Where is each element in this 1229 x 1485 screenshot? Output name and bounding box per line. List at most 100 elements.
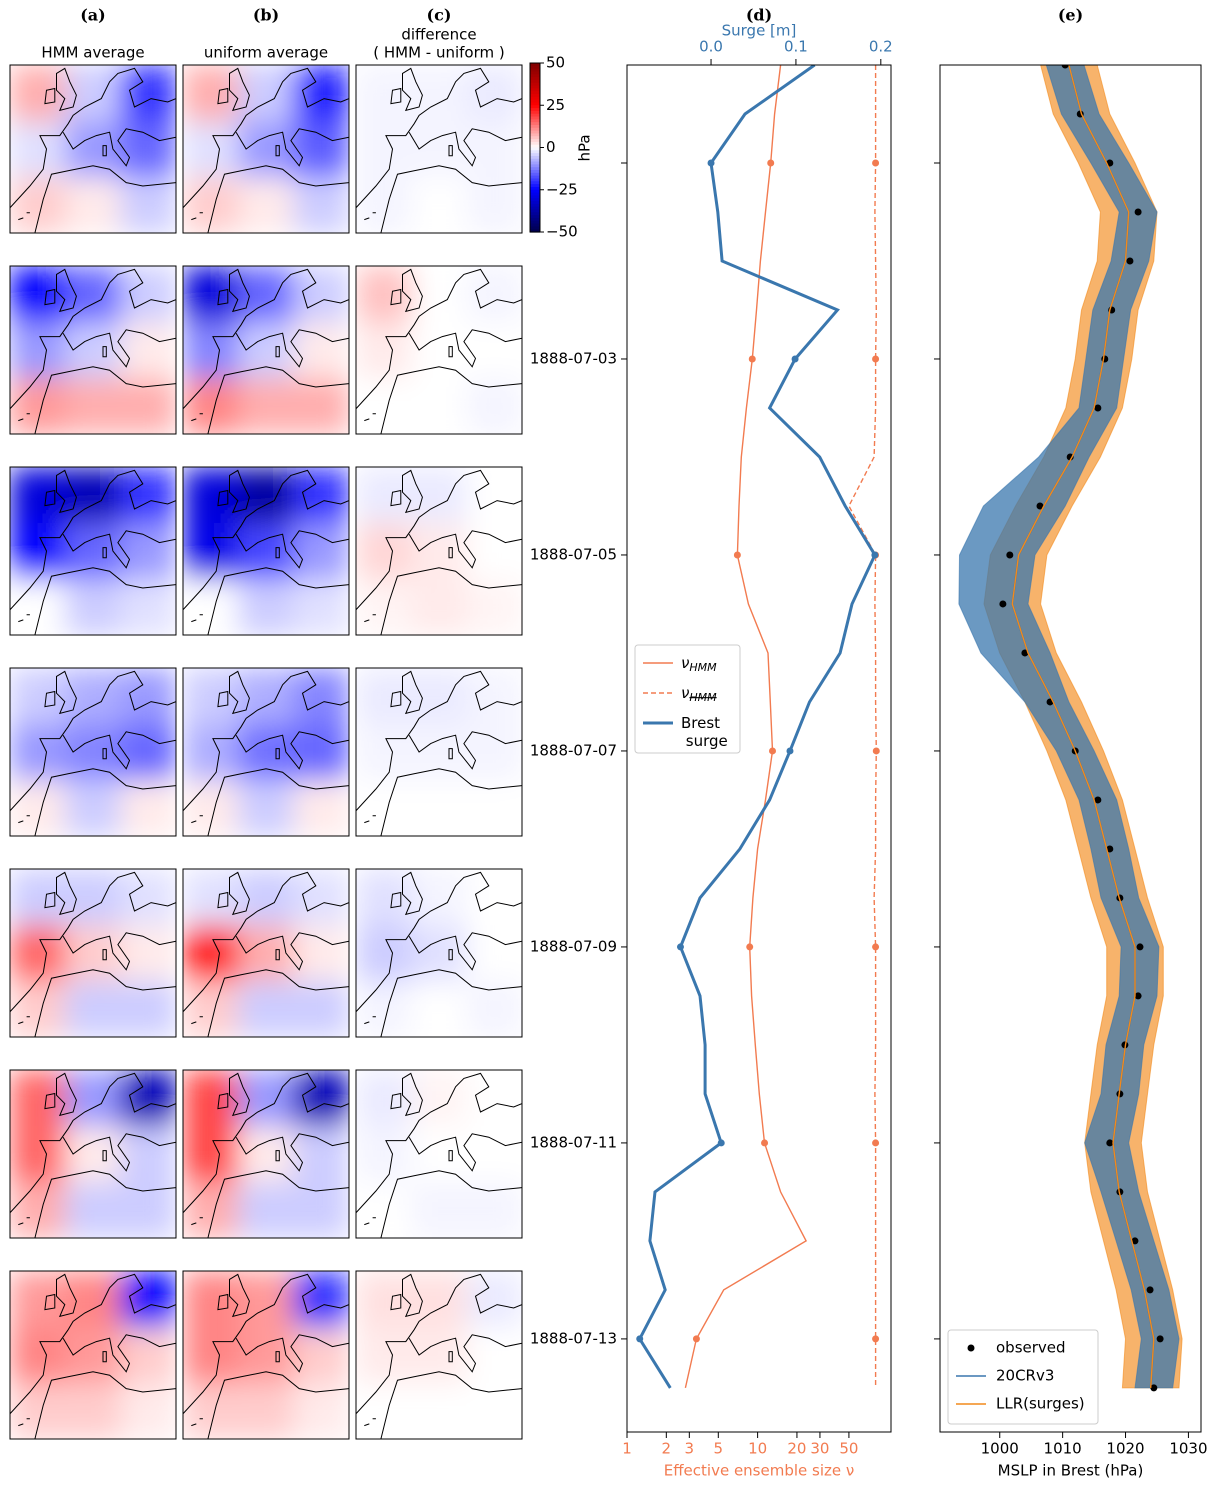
map-cell bbox=[356, 523, 412, 580]
map-cell bbox=[10, 925, 66, 982]
map bbox=[183, 65, 349, 233]
x-axis-title: Effective ensemble size ν bbox=[664, 1462, 855, 1480]
map-frame bbox=[355, 1270, 523, 1440]
map-cell bbox=[65, 1383, 122, 1439]
colorbar-step bbox=[530, 124, 540, 129]
observed-point bbox=[1126, 257, 1134, 265]
legend-label: νHMM bbox=[681, 654, 717, 675]
map-cell bbox=[120, 177, 176, 233]
observed-point bbox=[1094, 796, 1102, 804]
map-cell bbox=[238, 266, 295, 323]
map-frame bbox=[355, 265, 523, 435]
x2-tick-label: 0.0 bbox=[699, 38, 723, 56]
colorbar-step bbox=[530, 113, 540, 118]
coastline bbox=[356, 871, 522, 1037]
panel-label: (a) bbox=[80, 6, 106, 25]
map-cell bbox=[238, 724, 295, 781]
map-cell bbox=[10, 668, 66, 725]
map-field bbox=[10, 1271, 176, 1439]
map-cell bbox=[466, 869, 522, 926]
colorbar-step bbox=[530, 164, 540, 168]
map-cell bbox=[183, 869, 239, 926]
observed-point bbox=[1146, 1286, 1154, 1294]
map-cell bbox=[120, 467, 176, 524]
map-cell bbox=[10, 378, 66, 434]
map-field bbox=[10, 467, 176, 635]
colorbar-step bbox=[530, 209, 540, 213]
column-title: difference bbox=[401, 26, 476, 44]
colorbar-step bbox=[530, 155, 540, 160]
coastline bbox=[10, 67, 176, 233]
map-cell bbox=[466, 121, 522, 178]
map-cell bbox=[120, 1383, 176, 1439]
coastline bbox=[10, 1273, 176, 1439]
colorbar-step bbox=[530, 203, 540, 208]
map-cell bbox=[120, 378, 176, 434]
map-cell bbox=[183, 981, 239, 1037]
map-cell bbox=[293, 121, 349, 178]
map-cell bbox=[293, 177, 349, 233]
colorbar-step bbox=[530, 102, 540, 106]
map-cell bbox=[356, 668, 412, 725]
map-frame bbox=[182, 466, 350, 636]
observed-point bbox=[1066, 453, 1074, 461]
map-cell bbox=[10, 579, 66, 635]
colorbar-step bbox=[530, 201, 540, 205]
colorbar-step bbox=[530, 91, 540, 95]
map-cell bbox=[120, 668, 176, 725]
map-field bbox=[356, 668, 522, 836]
map-cell bbox=[238, 177, 295, 233]
map bbox=[10, 668, 176, 836]
colorbar-step bbox=[530, 74, 540, 78]
map-cell bbox=[183, 378, 239, 434]
map-cell bbox=[10, 869, 66, 926]
series-marker bbox=[676, 943, 684, 951]
coastline bbox=[10, 268, 176, 434]
map bbox=[356, 1271, 522, 1439]
colorbar-step bbox=[530, 217, 540, 222]
map-cell bbox=[411, 1327, 468, 1384]
map-cell bbox=[356, 1126, 412, 1183]
map bbox=[10, 467, 176, 635]
map-cell bbox=[411, 378, 468, 434]
map-cell bbox=[466, 780, 522, 836]
map-field bbox=[10, 668, 176, 836]
map-frame bbox=[9, 1270, 177, 1440]
map-cell bbox=[238, 981, 295, 1037]
observed-point bbox=[1106, 845, 1114, 853]
coastline bbox=[356, 469, 522, 635]
colorbar-step bbox=[530, 82, 540, 87]
colorbar-step bbox=[530, 122, 540, 126]
map-cell bbox=[10, 981, 66, 1037]
map-cell bbox=[183, 1327, 239, 1384]
map bbox=[183, 266, 349, 434]
map-cell bbox=[65, 1327, 122, 1384]
map-cell bbox=[356, 1383, 412, 1439]
map-frame bbox=[182, 1270, 350, 1440]
map-cell bbox=[411, 65, 468, 122]
x2-axis-title: Surge [m] bbox=[722, 22, 797, 40]
map-cell bbox=[10, 1383, 66, 1439]
colorbar-step bbox=[530, 223, 540, 227]
observed-point bbox=[999, 600, 1007, 608]
map-field bbox=[183, 668, 349, 836]
axes-frame bbox=[939, 64, 1202, 1433]
map-cell bbox=[411, 981, 468, 1037]
observed-point bbox=[1156, 1335, 1164, 1343]
map-cell bbox=[411, 1182, 468, 1238]
map-cell bbox=[238, 121, 295, 178]
map-frame bbox=[9, 64, 177, 234]
colorbar-step bbox=[530, 133, 540, 137]
map-cell bbox=[293, 925, 349, 982]
map-cell bbox=[356, 1182, 412, 1238]
coastline bbox=[356, 1072, 522, 1238]
map-cell bbox=[65, 1070, 122, 1127]
observed-point bbox=[1094, 404, 1102, 412]
map-cell bbox=[238, 780, 295, 836]
panel-label: (b) bbox=[253, 6, 279, 25]
map-cell bbox=[356, 869, 412, 926]
y-tick-label: 1888-07-09 bbox=[530, 937, 617, 955]
map-cell bbox=[411, 523, 468, 580]
panel-label: (c) bbox=[427, 6, 452, 25]
map-cell bbox=[356, 981, 412, 1037]
